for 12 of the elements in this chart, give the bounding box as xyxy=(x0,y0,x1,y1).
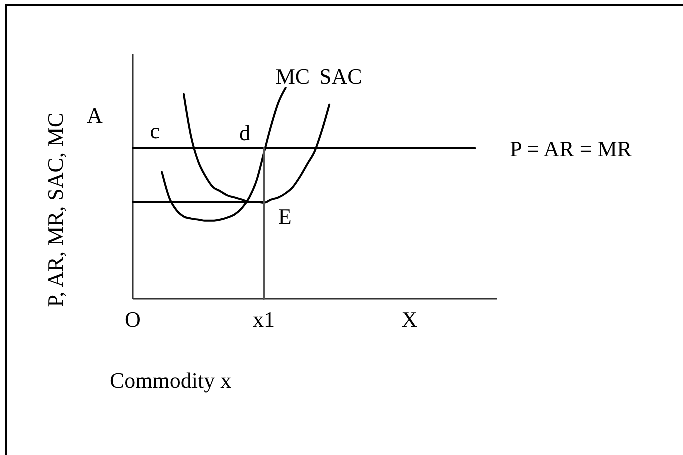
text: A xyxy=(87,103,104,128)
y-axis-title: P, AR, MR, SAC, MC xyxy=(43,112,68,308)
series-label: MC xyxy=(276,64,310,89)
series-label: SAC xyxy=(320,64,362,89)
annotation: d xyxy=(240,120,251,146)
x-tick-label: x1 xyxy=(253,307,276,332)
x-tick-label: X xyxy=(402,307,418,332)
x-axis-title: Commodity x xyxy=(110,368,232,393)
annotation: c xyxy=(150,118,160,144)
series-label: P = AR = MR xyxy=(510,136,632,162)
annotation: E xyxy=(278,204,292,229)
x-tick-label: O xyxy=(125,307,141,332)
